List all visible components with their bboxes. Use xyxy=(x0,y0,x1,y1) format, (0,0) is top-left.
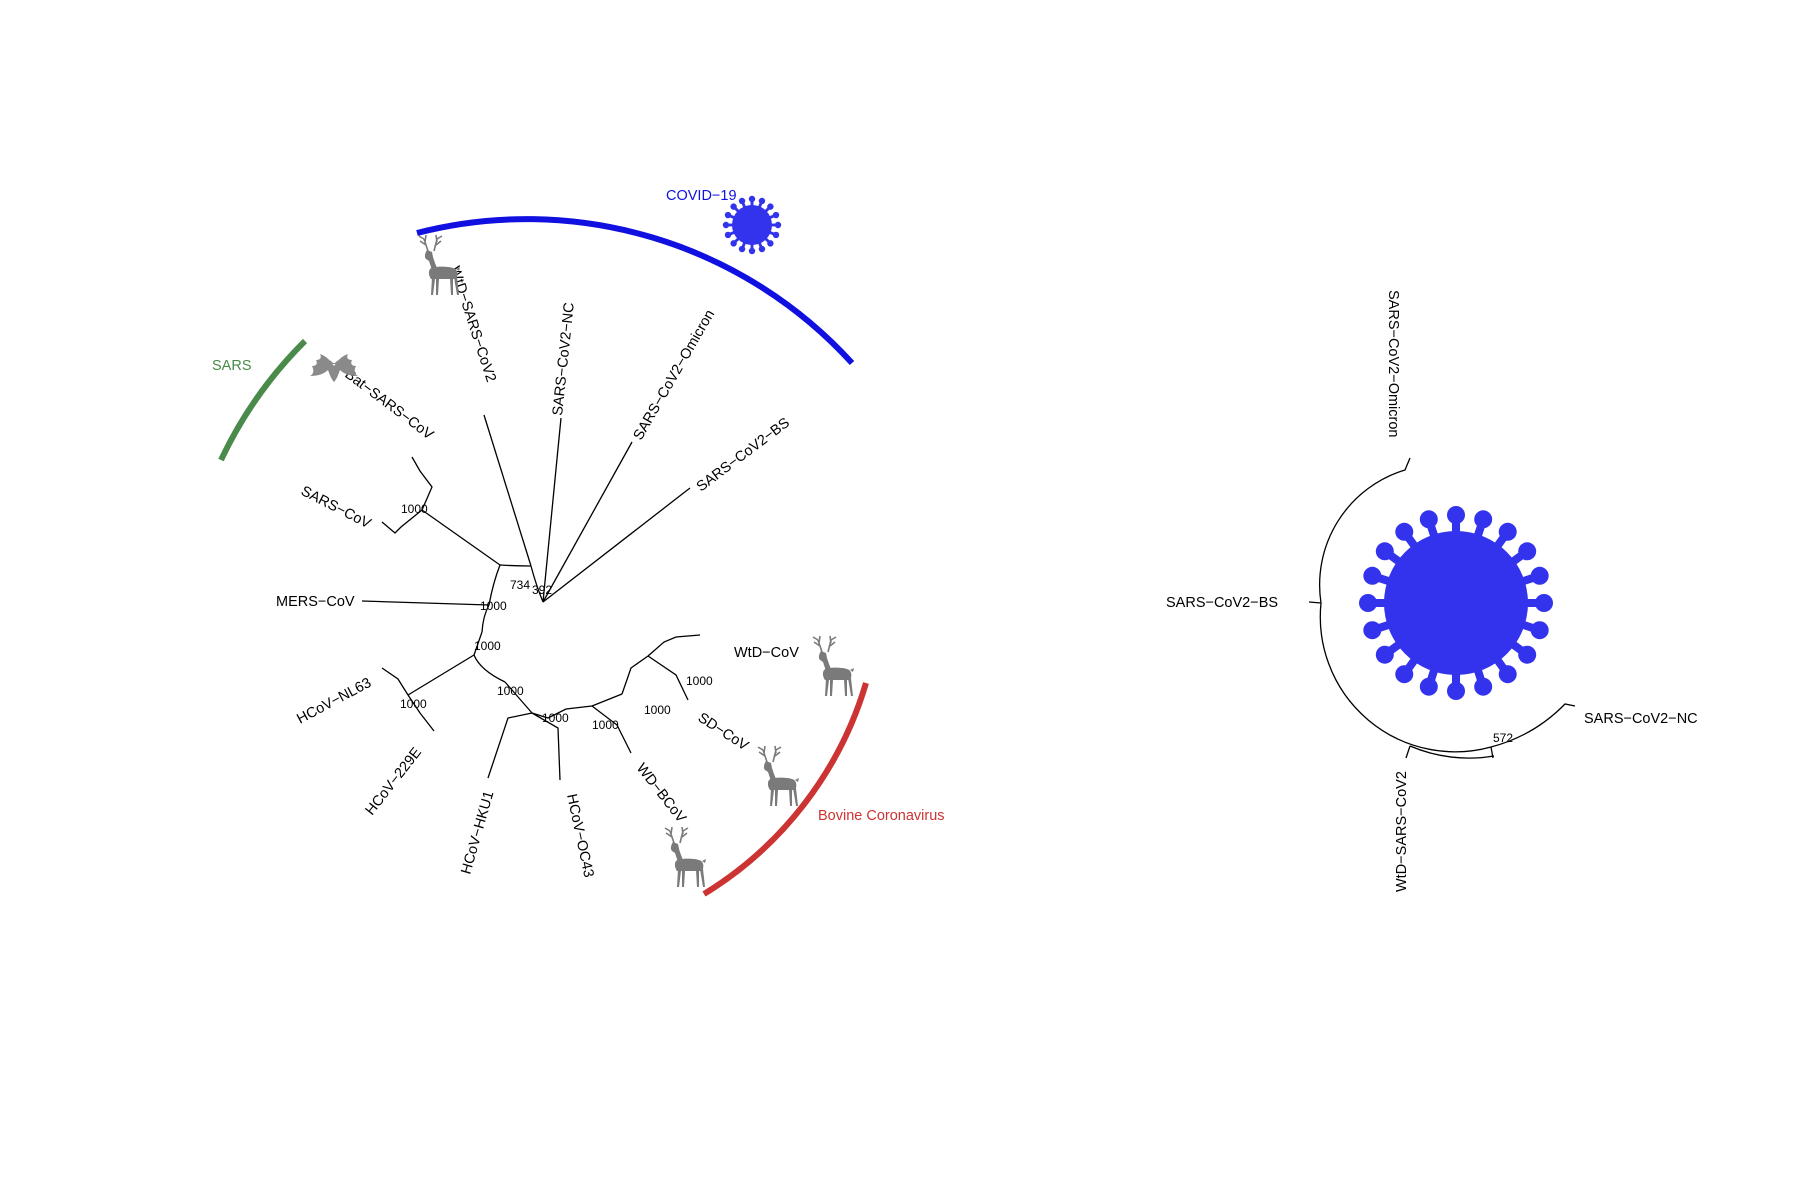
bootstrap-value: 392 xyxy=(532,583,552,597)
tip-right-omicron: SARS−CoV2−Omicron xyxy=(1385,290,1401,437)
deer-icon xyxy=(664,826,707,888)
sars-clade-arc xyxy=(218,338,308,462)
bootstrap-value: 572 xyxy=(1493,731,1513,745)
coronavirus-icon xyxy=(722,195,782,255)
bovine-clade-arc xyxy=(702,682,869,897)
covid-clade-label: COVID−19 xyxy=(666,188,737,204)
bootstrap-value: 1000 xyxy=(644,703,671,717)
tip-right-wtd: WtD−SARS−CoV2 xyxy=(1394,771,1410,892)
tip-sars-cov2-omicron: SARS−CoV2−Omicron xyxy=(631,307,719,443)
bootstrap-value: 1000 xyxy=(497,684,524,698)
tip-wd-bcov: WD−BCoV xyxy=(633,761,689,827)
bootstrap-value: 1000 xyxy=(480,599,507,613)
coronavirus-icon xyxy=(1359,506,1553,700)
tip-wtd-sars-cov2: WtD−SARS−CoV2 xyxy=(446,264,499,384)
deer-icon xyxy=(757,745,800,807)
bootstrap-value: 1000 xyxy=(400,697,427,711)
tree-branches xyxy=(361,414,701,781)
right-tree: SARS−CoV2−Omicron SARS−CoV2−BS SARS−CoV2… xyxy=(1166,290,1698,892)
tip-hcov-229e: HCoV−229E xyxy=(363,745,426,819)
tip-sars-cov2-nc: SARS−CoV2−NC xyxy=(550,302,578,417)
tip-bat-sars-cov: Bat−SARS−CoV xyxy=(342,366,437,443)
tip-hcov-hku1: HCoV−HKU1 xyxy=(458,789,497,876)
bootstrap-value: 1000 xyxy=(401,502,428,516)
covid-clade-arc xyxy=(416,216,855,366)
deer-icon xyxy=(812,635,855,697)
bootstrap-value: 1000 xyxy=(592,718,619,732)
bootstrap-value: 1000 xyxy=(686,674,713,688)
tip-sd-cov: SD−CoV xyxy=(695,710,752,755)
bovine-clade-label: Bovine Coronavirus xyxy=(818,808,945,824)
sars-clade-label: SARS xyxy=(212,358,252,374)
tip-wtd-cov: WtD−CoV xyxy=(734,645,799,661)
tip-hcov-nl63: HCoV−NL63 xyxy=(294,675,374,728)
bootstrap-value: 1000 xyxy=(474,639,501,653)
bootstrap-value: 1000 xyxy=(542,711,569,725)
tip-sars-cov2-bs: SARS−CoV2−BS xyxy=(694,415,793,495)
left-tree: COVID−19 SARS Bovine Coronavirus xyxy=(212,188,945,897)
tip-hcov-oc43: HCoV−OC43 xyxy=(563,793,596,879)
tip-right-bs: SARS−CoV2−BS xyxy=(1166,595,1278,611)
tip-right-nc: SARS−CoV2−NC xyxy=(1584,711,1698,727)
tip-sars-cov: SARS−CoV xyxy=(298,483,373,532)
bootstrap-value: 734 xyxy=(510,578,530,592)
tip-mers-cov: MERS−CoV xyxy=(276,594,355,610)
